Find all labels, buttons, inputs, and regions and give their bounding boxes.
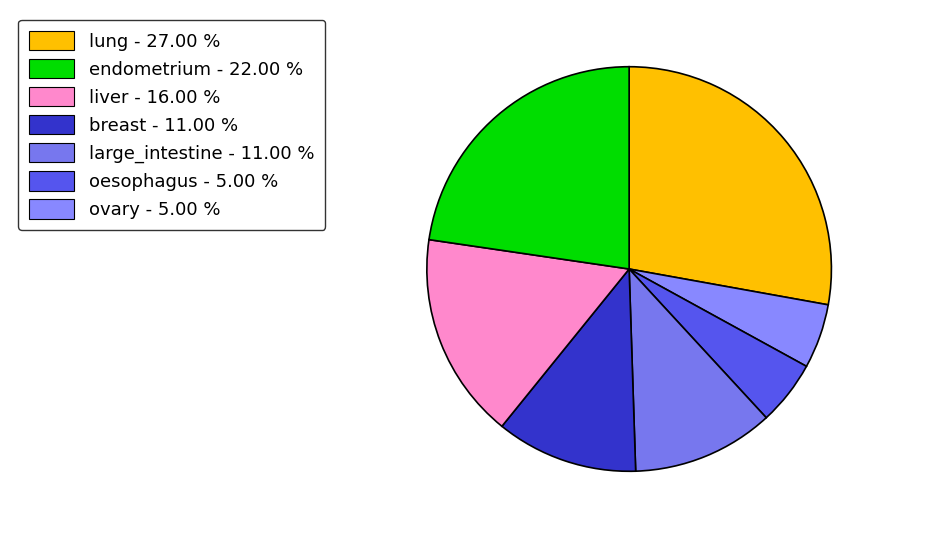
Wedge shape	[629, 67, 831, 305]
Wedge shape	[427, 239, 629, 426]
Wedge shape	[629, 269, 807, 417]
Wedge shape	[502, 269, 636, 471]
Wedge shape	[429, 67, 629, 269]
Wedge shape	[629, 269, 766, 471]
Legend: lung - 27.00 %, endometrium - 22.00 %, liver - 16.00 %, breast - 11.00 %, large_: lung - 27.00 %, endometrium - 22.00 %, l…	[19, 20, 325, 230]
Wedge shape	[629, 269, 828, 366]
